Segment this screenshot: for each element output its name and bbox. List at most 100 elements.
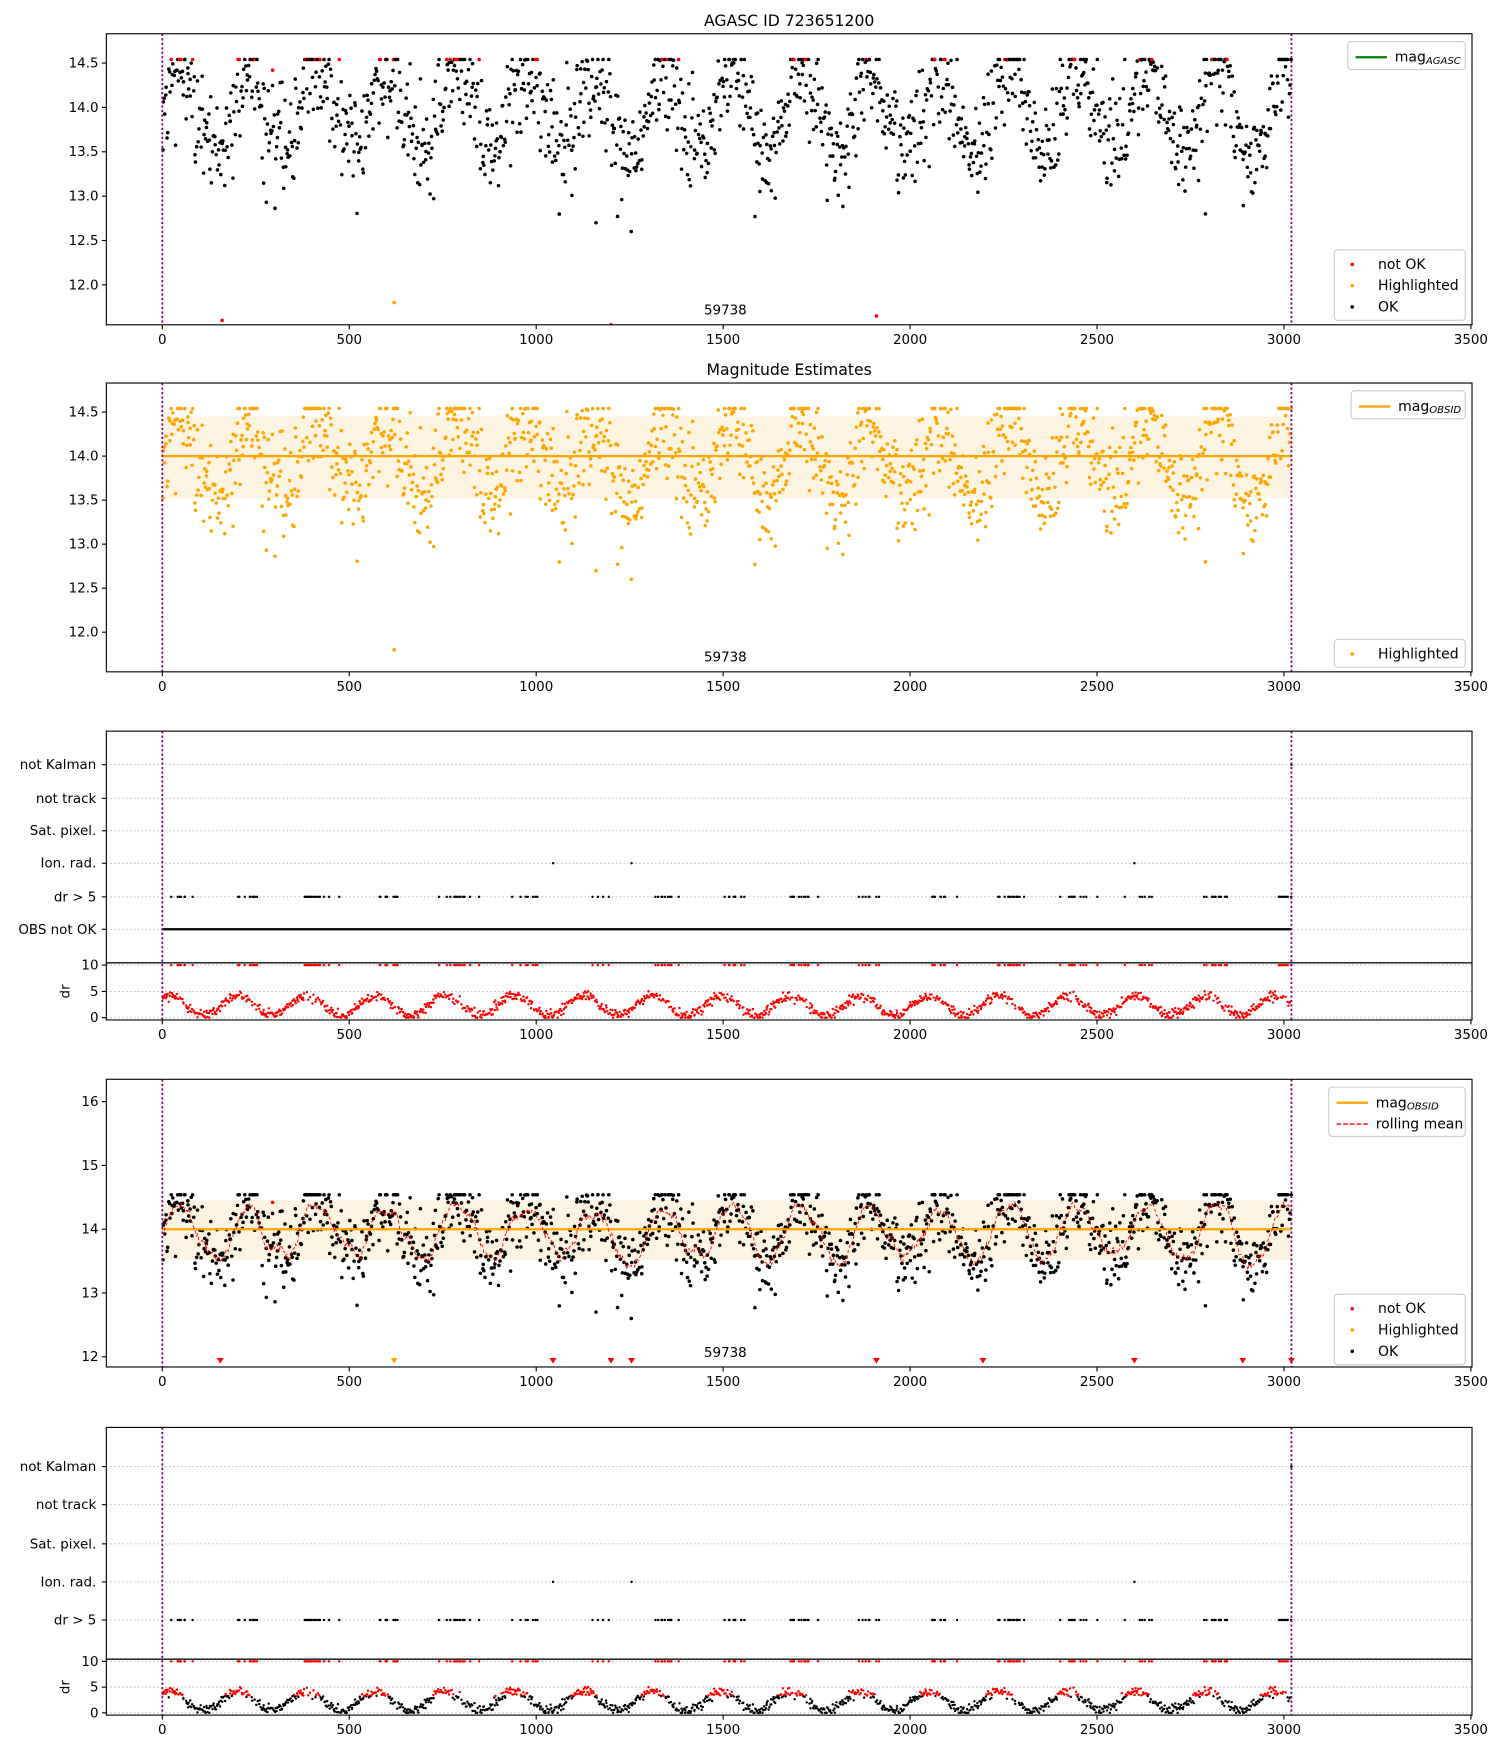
data-point: [792, 58, 796, 62]
data-point: [885, 464, 889, 468]
data-point: [846, 501, 850, 505]
data-point: [329, 1009, 331, 1011]
data-point: [821, 491, 825, 495]
data-point: [579, 441, 583, 445]
data-point: [1195, 472, 1199, 476]
data-point: [1190, 1243, 1194, 1247]
data-point: [1219, 58, 1223, 62]
data-point: [180, 964, 182, 966]
data-point: [798, 1210, 802, 1214]
data-point: [1033, 101, 1037, 105]
data-point: [257, 446, 261, 450]
data-point: [1246, 523, 1250, 527]
data-point: [273, 1300, 277, 1304]
data-point: [239, 89, 243, 93]
data-point: [231, 999, 233, 1001]
data-point: [540, 438, 544, 442]
data-point: [350, 470, 354, 474]
data-point: [839, 163, 843, 167]
data-point: [967, 142, 971, 146]
data-point: [1102, 509, 1106, 513]
data-point: [1034, 156, 1038, 160]
data-point: [555, 460, 559, 464]
data-point: [1121, 472, 1125, 476]
data-point: [1189, 503, 1193, 507]
data-point: [186, 72, 190, 76]
y-tick-label: 12.0: [69, 278, 99, 293]
data-point: [786, 92, 790, 96]
data-point: [322, 1000, 324, 1002]
data-point: [294, 1000, 296, 1002]
data-point: [960, 117, 964, 121]
data-point: [350, 1248, 354, 1252]
data-point: [551, 160, 555, 164]
data-point: [776, 468, 780, 472]
data-point: [683, 128, 687, 132]
data-point: [1182, 1242, 1186, 1246]
data-point: [381, 434, 385, 438]
data-point: [1215, 123, 1219, 127]
data-point: [643, 104, 647, 108]
data-point: [371, 1243, 375, 1247]
data-point: [691, 1202, 695, 1206]
data-point: [1165, 121, 1169, 125]
data-point: [989, 148, 993, 152]
data-point: [1243, 150, 1247, 154]
data-point: [264, 481, 268, 485]
data-point: [611, 472, 615, 476]
data-point: [1265, 514, 1269, 518]
data-point: [564, 123, 568, 127]
data-point: [1181, 526, 1185, 530]
data-point: [978, 121, 982, 125]
data-point: [929, 1210, 933, 1214]
data-point: [350, 1009, 352, 1011]
data-point: [616, 94, 620, 98]
data-point: [1062, 104, 1066, 108]
data-point: [527, 82, 531, 86]
data-point: [694, 129, 698, 133]
data-point: [769, 147, 773, 151]
data-point: [986, 421, 990, 425]
data-point: [874, 85, 878, 89]
data-point: [507, 103, 511, 107]
data-point: [887, 104, 891, 108]
data-point: [433, 463, 437, 467]
data-point: [1092, 1237, 1096, 1241]
data-point: [237, 1193, 241, 1197]
x-tick-label: 2500: [1080, 1375, 1114, 1390]
data-point: [1004, 436, 1008, 440]
data-point: [1171, 488, 1175, 492]
data-point: [550, 125, 554, 129]
data-point: [286, 496, 290, 500]
data-point: [1251, 191, 1255, 195]
data-point: [525, 1235, 529, 1239]
data-point: [1255, 129, 1259, 133]
data-point: [1168, 1230, 1172, 1234]
data-point: [527, 431, 531, 435]
data-point: [530, 448, 534, 452]
y-tick-label: 14: [81, 1223, 98, 1238]
data-point: [255, 58, 259, 62]
data-point: [784, 483, 788, 487]
data-point: [432, 545, 436, 549]
data-point: [1214, 407, 1218, 411]
data-point: [1122, 436, 1126, 440]
data-point: [321, 1223, 325, 1227]
data-point: [648, 450, 652, 454]
data-point: [978, 470, 982, 474]
data-point: [1194, 149, 1198, 153]
legend-subscript: OBSID: [1429, 405, 1461, 416]
marker-triangle: [608, 1358, 615, 1364]
data-point: [289, 1225, 293, 1229]
data-point: [619, 1241, 623, 1245]
data-point: [789, 424, 793, 428]
data-point: [703, 176, 707, 180]
data-point: [467, 417, 471, 421]
data-point: [952, 482, 956, 486]
data-point: [353, 104, 357, 108]
data-point: [562, 487, 566, 491]
data-point: [1168, 110, 1172, 114]
data-point: [365, 464, 369, 468]
data-point: [292, 1278, 296, 1282]
